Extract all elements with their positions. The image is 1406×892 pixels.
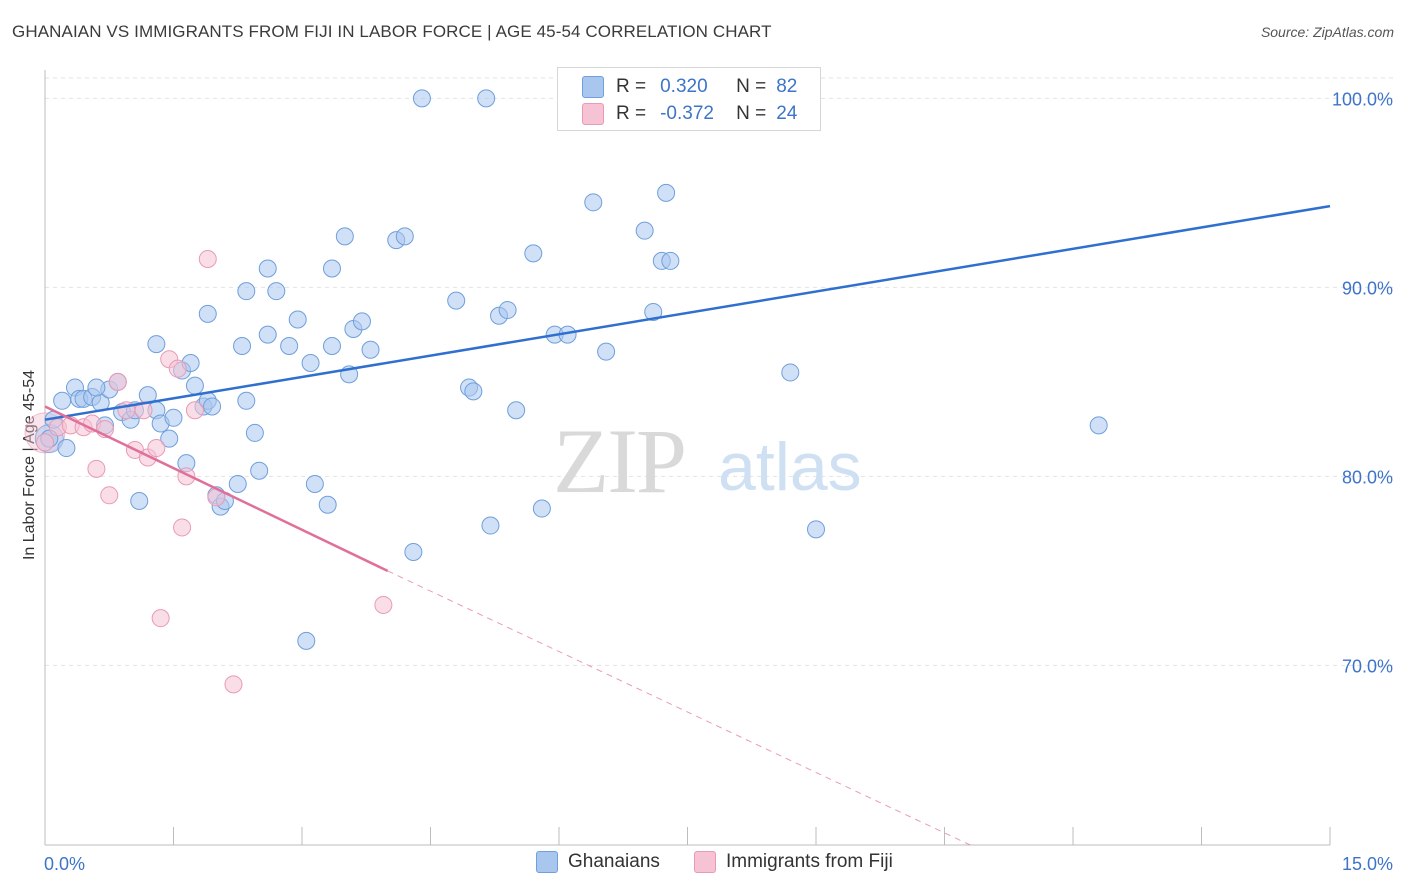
fiji-point: [374, 595, 393, 614]
legend-row-fiji: R = -0.372 N = 24: [582, 102, 797, 126]
ghanaian-point: [301, 353, 320, 372]
watermark-zip: ZIP: [553, 410, 685, 512]
ghanaian-point: [395, 227, 414, 246]
ghanaian-point: [288, 310, 307, 329]
ghanaian-point: [164, 408, 183, 427]
fiji-point: [185, 401, 204, 420]
fiji-point: [168, 359, 187, 378]
y-tick-label: 100.0%: [1332, 89, 1393, 109]
fiji-point: [108, 372, 127, 391]
ghanaian-point: [318, 495, 337, 514]
ghanaian-point: [361, 340, 380, 359]
ghanaian-point: [597, 342, 616, 361]
legend-n-label: N =: [736, 103, 767, 124]
ghanaian-point: [807, 520, 825, 539]
ghanaian-point: [507, 401, 526, 420]
ghanaian-point: [635, 221, 654, 240]
ghanaian-point: [481, 516, 500, 535]
ghanaian-point: [322, 336, 341, 355]
ghanaian-point: [203, 397, 222, 416]
fiji-trend-extension: [387, 570, 971, 846]
legend-r-label: R =: [616, 103, 647, 124]
ghanaian-point: [198, 304, 217, 323]
ghanaian-point: [352, 312, 371, 331]
ghanaian-trend-line: [44, 204, 1331, 421]
ghanaian-point: [297, 631, 316, 650]
ghanaian-point: [245, 423, 264, 442]
y-tick-label: 80.0%: [1342, 467, 1393, 487]
chart-title: GHANAIAN VS IMMIGRANTS FROM FIJI IN LABO…: [12, 22, 772, 41]
ghanaian-point: [237, 391, 256, 410]
fiji-trend-line: [44, 405, 389, 573]
fiji-point: [173, 518, 192, 537]
ghanaian-point: [267, 282, 286, 301]
ghanaian-point: [524, 244, 543, 263]
ghanaian-point: [250, 461, 269, 480]
ghanaian-point: [322, 259, 341, 278]
ghanaian-point: [147, 335, 166, 354]
ghanaian-point: [447, 291, 466, 310]
fiji-point: [36, 433, 54, 452]
x-tick-label: 15.0%: [1342, 854, 1393, 874]
ghanaian-point: [57, 439, 76, 458]
legend-label-ghanaians: Ghanaians: [568, 851, 660, 872]
legend-swatch-blue: [582, 76, 604, 98]
ghanaian-point: [781, 363, 800, 382]
source-label: Source: ZipAtlas.com: [1260, 24, 1394, 40]
ghanaian-point: [237, 282, 256, 301]
ghanaian-point: [498, 301, 517, 320]
ghanaian-point: [258, 259, 277, 278]
ghanaian-point: [477, 89, 496, 108]
y-tick-label: 90.0%: [1342, 278, 1393, 298]
legend-row-ghanaians: R = 0.320 N = 82: [582, 75, 797, 99]
ghanaian-point: [87, 378, 106, 397]
ghanaian-point: [305, 474, 324, 493]
ghanaian-point: [335, 227, 354, 246]
legend-r-label: R =: [616, 76, 647, 97]
ghanaian-point: [185, 376, 204, 395]
ghanaian-point: [404, 543, 423, 562]
legend-swatch-pink: [694, 851, 716, 873]
ghanaian-point: [233, 336, 252, 355]
series-legend: Ghanaians Immigrants from Fiji: [0, 851, 1406, 877]
ghanaian-point: [657, 183, 676, 202]
legend-label-fiji: Immigrants from Fiji: [726, 851, 893, 872]
ghanaian-point: [53, 391, 72, 410]
ghanaian-point: [258, 325, 277, 344]
fiji-point: [100, 486, 119, 505]
ghanaian-point: [130, 491, 149, 510]
fiji-point: [87, 459, 106, 478]
ghanaian-point: [1089, 416, 1108, 435]
fiji-point: [147, 439, 166, 458]
ghanaian-point: [584, 193, 603, 212]
legend-n-value: 82: [776, 76, 798, 97]
legend-n-label: N =: [736, 76, 767, 97]
x-tick-label: 0.0%: [44, 854, 85, 874]
ghanaian-point: [280, 336, 299, 355]
watermark-atlas: atlas: [718, 429, 862, 505]
legend-r-value: 0.320: [660, 76, 708, 97]
ghanaian-point: [661, 251, 680, 270]
legend-swatch-blue: [536, 851, 558, 873]
fiji-point: [198, 250, 217, 269]
ghanaian-point: [644, 302, 663, 321]
ghanaian-point: [464, 382, 483, 401]
ghanaian-point: [160, 429, 179, 448]
y-tick-label: 70.0%: [1342, 656, 1393, 676]
legend-item-fiji: Immigrants from Fiji: [694, 851, 893, 873]
legend-item-ghanaians: Ghanaians: [536, 851, 660, 873]
ghanaian-point: [532, 499, 551, 518]
correlation-legend: R = 0.320 N = 82 R = -0.372 N = 24: [557, 67, 821, 131]
legend-n-value: 24: [776, 103, 798, 124]
legend-r-value: -0.372: [660, 103, 714, 124]
fiji-point: [224, 675, 243, 694]
fiji-point: [151, 609, 170, 628]
fiji-point: [134, 401, 153, 420]
ghanaian-point: [412, 89, 431, 108]
legend-swatch-pink: [582, 103, 604, 125]
ghanaian-point: [228, 474, 247, 493]
